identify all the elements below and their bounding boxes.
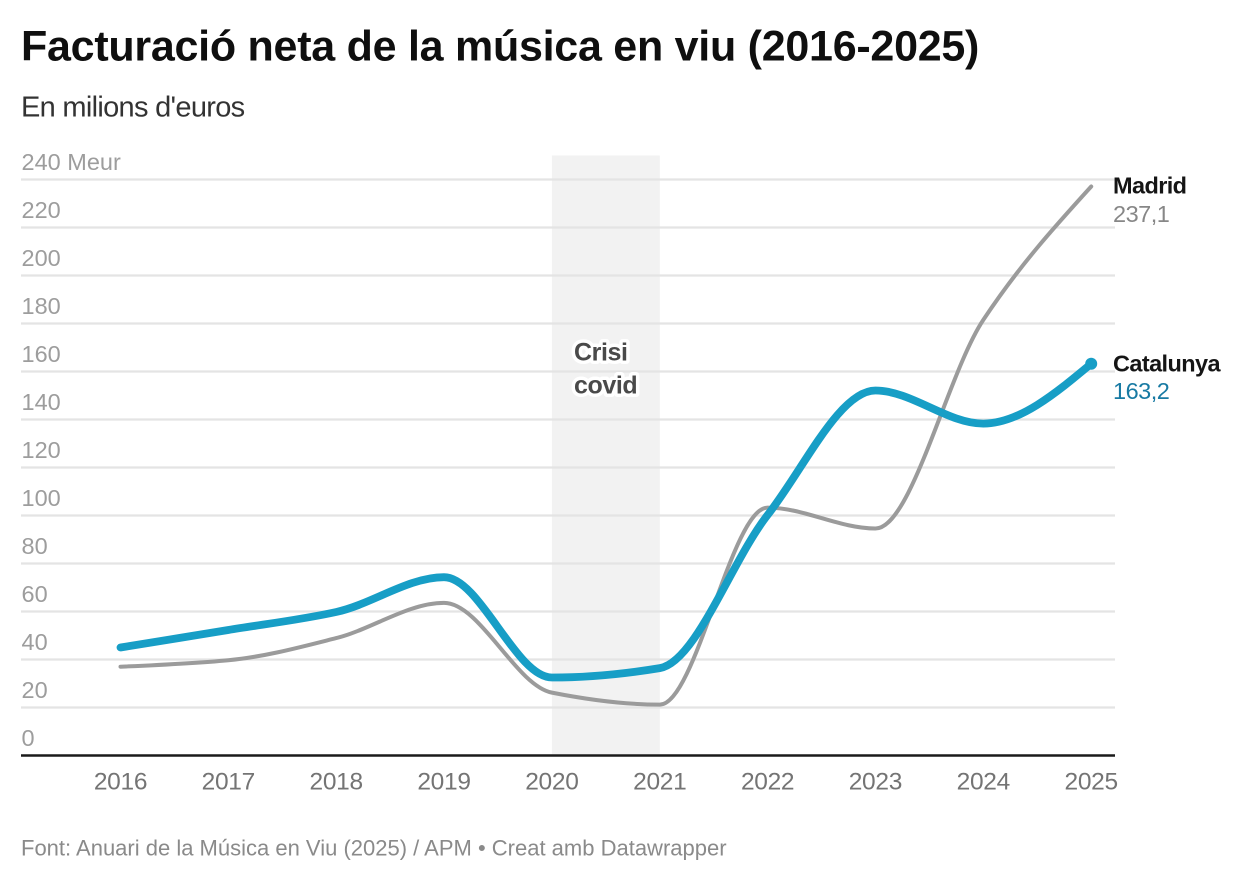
svg-text:2016: 2016 [94, 769, 147, 796]
svg-text:200: 200 [22, 245, 61, 271]
svg-text:2020: 2020 [525, 769, 578, 796]
svg-text:180: 180 [22, 293, 61, 319]
svg-text:2023: 2023 [849, 769, 902, 796]
svg-text:Catalunya: Catalunya [1113, 350, 1221, 376]
svg-text:100: 100 [22, 485, 61, 511]
svg-text:120: 120 [22, 437, 61, 463]
svg-text:En milions d'euros: En milions d'euros [21, 91, 245, 123]
svg-text:Crisi: Crisi [574, 339, 628, 367]
svg-text:220: 220 [22, 197, 61, 223]
svg-text:140: 140 [22, 389, 61, 415]
svg-text:60: 60 [22, 581, 48, 607]
svg-text:Madrid: Madrid [1113, 173, 1186, 199]
svg-text:0: 0 [22, 725, 35, 751]
svg-text:Font: Anuari de la Música en V: Font: Anuari de la Música en Viu (2025) … [21, 836, 727, 861]
svg-text:163,2: 163,2 [1113, 378, 1169, 404]
svg-text:240 Meur: 240 Meur [22, 149, 121, 175]
svg-text:160: 160 [22, 341, 61, 367]
svg-text:20: 20 [22, 677, 48, 703]
svg-text:2024: 2024 [957, 769, 1010, 796]
svg-text:2021: 2021 [633, 769, 686, 796]
svg-text:80: 80 [22, 533, 48, 559]
svg-text:2022: 2022 [741, 769, 794, 796]
svg-text:2018: 2018 [310, 769, 363, 796]
svg-text:2025: 2025 [1065, 769, 1118, 796]
svg-text:237,1: 237,1 [1113, 201, 1169, 227]
svg-text:covid: covid [574, 372, 637, 400]
svg-text:2019: 2019 [417, 769, 470, 796]
svg-text:2017: 2017 [202, 769, 255, 796]
svg-text:40: 40 [22, 629, 48, 655]
svg-text:Facturació neta de la música e: Facturació neta de la música en viu (201… [21, 23, 979, 71]
